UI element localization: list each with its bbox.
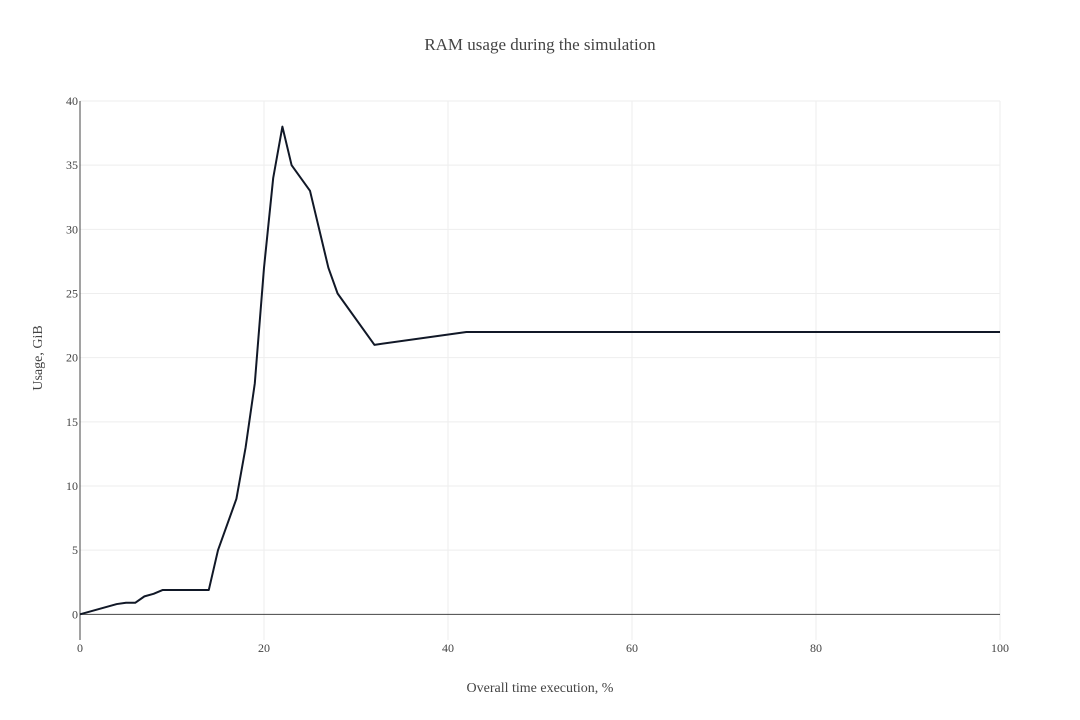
y-tick-label: 30 xyxy=(66,222,78,236)
y-tick-label: 40 xyxy=(66,94,78,108)
x-tick-label: 80 xyxy=(810,641,822,655)
x-axis-label: Overall time execution, % xyxy=(467,681,614,696)
y-tick-label: 10 xyxy=(66,479,78,493)
x-tick-label: 40 xyxy=(442,641,454,655)
y-tick-label: 0 xyxy=(72,607,78,621)
chart-title: RAM usage during the simulation xyxy=(424,35,656,54)
y-tick-label: 20 xyxy=(66,351,78,365)
x-tick-label: 100 xyxy=(991,641,1009,655)
zero-line xyxy=(79,101,1000,640)
y-tick-label: 15 xyxy=(66,415,78,429)
y-tick-label: 5 xyxy=(72,543,78,557)
x-tick-label: 20 xyxy=(258,641,270,655)
x-axis-ticks: 0 20 40 60 80 100 xyxy=(77,641,1009,655)
y-axis-ticks: 0 5 10 15 20 25 30 35 40 xyxy=(66,94,78,621)
x-tick-label: 60 xyxy=(626,641,638,655)
series-line xyxy=(79,125,1000,616)
x-tick-label: 0 xyxy=(77,641,83,655)
y-tick-label: 35 xyxy=(66,158,78,172)
grid-lines xyxy=(80,100,1001,640)
series-layer xyxy=(79,125,1000,616)
y-tick-label: 25 xyxy=(66,287,78,301)
y-axis-label: Usage, GiB xyxy=(31,325,46,390)
